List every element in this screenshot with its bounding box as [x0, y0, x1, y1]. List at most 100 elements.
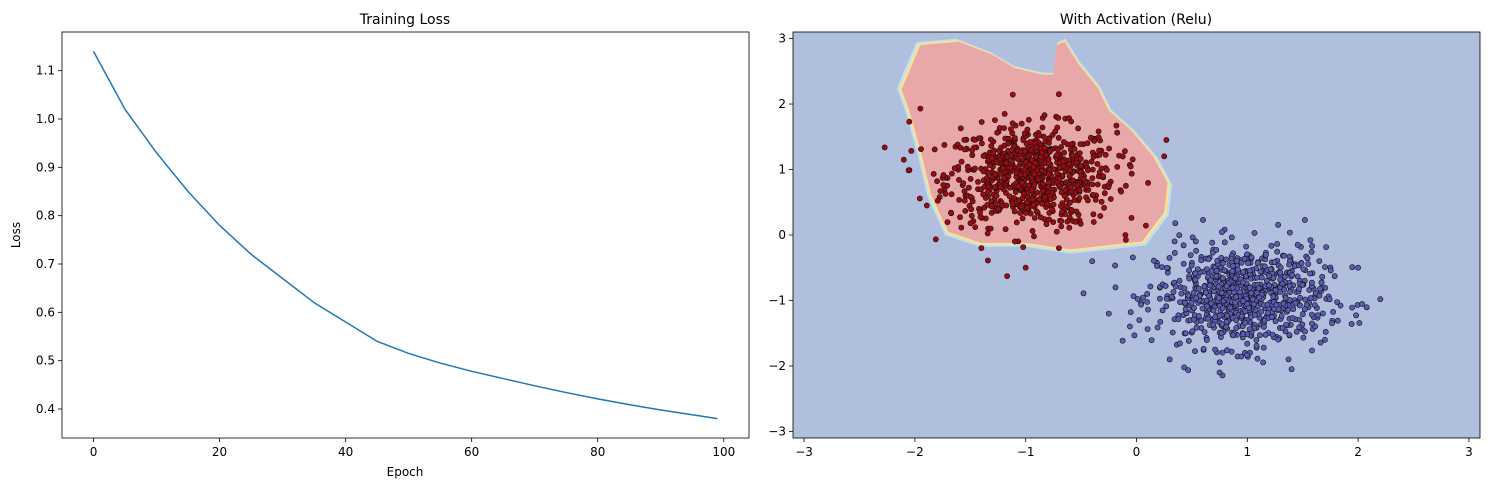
scatter-point-class-0 — [917, 105, 924, 112]
scatter-point-class-0 — [979, 140, 985, 147]
scatter-point-class-0 — [961, 197, 968, 204]
scatter-point-class-1 — [1297, 294, 1303, 301]
scatter-point-class-0 — [1076, 195, 1083, 201]
scatter-point-class-1 — [1241, 255, 1248, 262]
scatter-point-class-1 — [1253, 337, 1260, 343]
scatter-point-class-0 — [1046, 216, 1052, 223]
scatter-point-class-1 — [1171, 249, 1178, 256]
scatter-point-class-1 — [1269, 331, 1276, 338]
scatter-point-class-0 — [987, 225, 994, 232]
scatter-point-class-1 — [1311, 302, 1318, 309]
scatter-point-class-0 — [1001, 175, 1007, 181]
scatter-point-class-1 — [1131, 332, 1138, 339]
scatter-point-class-1 — [1219, 305, 1226, 312]
scatter-point-class-0 — [1024, 204, 1031, 211]
scatter-point-class-1 — [1233, 293, 1239, 300]
scatter-point-class-0 — [916, 195, 923, 202]
boundary-x-tick-label: 2 — [1354, 445, 1362, 459]
scatter-point-class-1 — [1286, 253, 1293, 260]
scatter-point-class-1 — [1207, 277, 1214, 283]
scatter-point-class-1 — [1267, 266, 1274, 273]
scatter-point-class-1 — [1308, 248, 1315, 255]
scatter-point-class-1 — [1216, 294, 1222, 301]
scatter-point-class-1 — [1208, 300, 1215, 307]
scatter-point-class-1 — [1294, 241, 1301, 248]
scatter-point-class-0 — [900, 156, 907, 163]
scatter-point-class-1 — [1268, 242, 1275, 249]
scatter-point-class-0 — [1069, 152, 1076, 159]
scatter-point-class-1 — [1213, 267, 1220, 274]
boundary-y-tick-label: 1 — [778, 163, 786, 177]
scatter-point-class-0 — [1100, 173, 1106, 180]
scatter-point-class-0 — [1090, 211, 1097, 218]
scatter-point-class-0 — [988, 143, 995, 149]
scatter-point-class-1 — [1230, 263, 1236, 269]
scatter-point-class-1 — [1218, 254, 1225, 261]
scatter-point-class-1 — [1300, 334, 1307, 341]
scatter-point-class-1 — [1205, 256, 1212, 263]
scatter-point-class-0 — [1001, 125, 1007, 132]
scatter-point-class-0 — [1114, 163, 1121, 170]
scatter-point-class-1 — [1163, 303, 1170, 310]
scatter-point-class-0 — [1034, 189, 1041, 196]
scatter-point-class-1 — [1219, 349, 1226, 356]
scatter-point-class-1 — [1254, 355, 1261, 362]
scatter-point-class-1 — [1309, 311, 1315, 318]
scatter-point-class-0 — [932, 236, 939, 243]
loss-y-tick-label: 0.8 — [36, 209, 55, 223]
scatter-point-class-0 — [997, 184, 1004, 191]
scatter-point-class-1 — [1246, 284, 1253, 291]
scatter-point-class-0 — [923, 202, 930, 209]
loss-y-tick-label: 0.4 — [36, 402, 55, 416]
loss-x-axis-label: Epoch — [387, 465, 424, 479]
scatter-point-class-0 — [1061, 139, 1067, 145]
scatter-point-class-0 — [944, 219, 951, 225]
scatter-point-class-1 — [1244, 340, 1251, 347]
scatter-point-class-1 — [1168, 293, 1175, 300]
scatter-point-class-0 — [961, 136, 968, 143]
scatter-point-class-1 — [1201, 283, 1208, 290]
scatter-point-class-0 — [1073, 159, 1080, 166]
scatter-point-class-1 — [1323, 244, 1329, 250]
scatter-point-class-0 — [960, 180, 967, 186]
scatter-point-class-1 — [1193, 295, 1200, 301]
scatter-point-class-0 — [1020, 190, 1027, 197]
boundary-y-tick-label: 2 — [778, 97, 786, 111]
loss-x-tick-label: 20 — [212, 445, 227, 459]
scatter-point-class-0 — [1045, 171, 1052, 178]
scatter-point-class-1 — [1221, 267, 1228, 274]
scatter-point-class-1 — [1147, 283, 1154, 290]
scatter-point-class-1 — [1337, 302, 1344, 309]
scatter-point-class-0 — [1114, 129, 1121, 136]
loss-y-tick-label: 0.5 — [36, 354, 55, 368]
scatter-point-class-1 — [1192, 348, 1198, 355]
scatter-point-class-0 — [942, 190, 949, 197]
scatter-point-class-1 — [1270, 293, 1277, 300]
scatter-point-class-0 — [1084, 183, 1090, 190]
scatter-point-class-0 — [949, 170, 955, 177]
scatter-point-class-0 — [1042, 194, 1048, 201]
scatter-point-class-0 — [1058, 203, 1064, 209]
scatter-point-class-0 — [1090, 191, 1096, 198]
scatter-point-class-0 — [1044, 201, 1051, 207]
scatter-point-class-0 — [990, 149, 997, 156]
scatter-point-class-0 — [1024, 126, 1031, 133]
scatter-point-class-1 — [1185, 367, 1192, 374]
scatter-point-class-0 — [1011, 208, 1018, 215]
scatter-point-class-0 — [1080, 175, 1087, 182]
scatter-point-class-1 — [1164, 264, 1170, 271]
scatter-point-class-0 — [1043, 221, 1050, 228]
scatter-point-class-1 — [1223, 283, 1230, 289]
scatter-point-class-0 — [1092, 196, 1099, 203]
scatter-point-class-0 — [958, 158, 965, 165]
scatter-point-class-0 — [1090, 219, 1097, 225]
scatter-point-class-1 — [1302, 296, 1309, 303]
scatter-point-class-0 — [906, 118, 913, 125]
loss-y-tick-label: 0.7 — [36, 257, 55, 271]
scatter-point-class-1 — [1266, 272, 1272, 279]
scatter-point-class-0 — [1064, 218, 1071, 225]
boundary-y-tick-label: −3 — [768, 424, 786, 438]
scatter-point-class-1 — [1270, 274, 1277, 281]
scatter-point-class-0 — [961, 146, 968, 153]
scatter-point-class-1 — [1170, 289, 1177, 295]
